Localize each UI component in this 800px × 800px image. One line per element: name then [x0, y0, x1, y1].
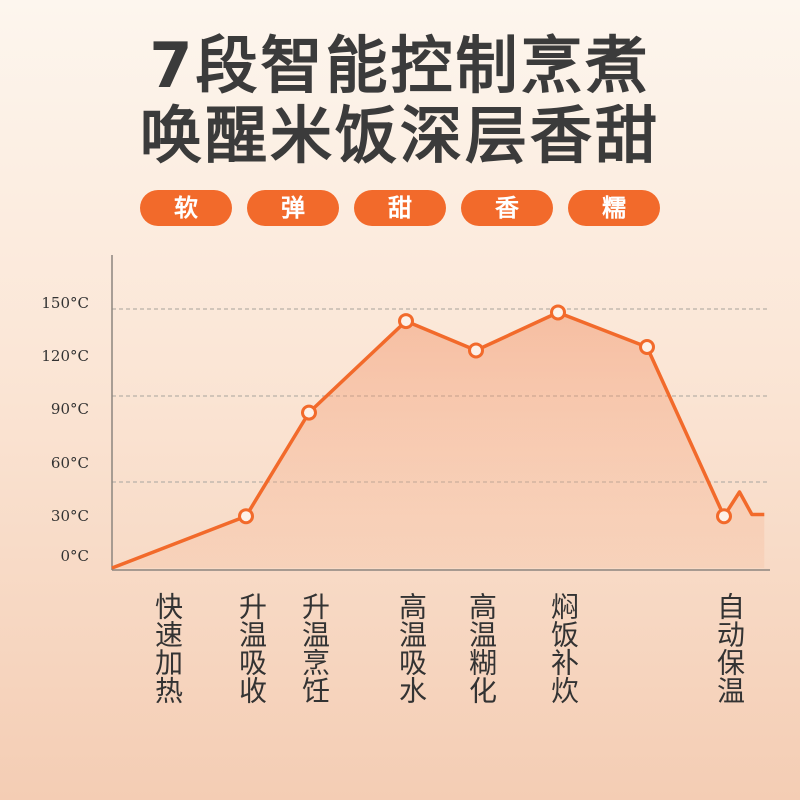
data-point-marker — [550, 304, 566, 321]
area-fill — [112, 312, 765, 568]
y-tick-labels: 0°C 30°C 60°C 90°C 120°C 150°C — [41, 294, 89, 565]
tag-sweet: 甜 — [354, 190, 446, 226]
tag-soft: 软 — [140, 190, 232, 226]
tag-glutinous: 糯 — [568, 190, 660, 226]
tag-fragrant: 香 — [461, 190, 553, 226]
headline-line-2: 唤醒米饭深层香甜 — [139, 99, 660, 172]
feature-tags: 软 弹 甜 香 糯 — [140, 190, 660, 228]
headline-line-1: 7段智能控制烹煮 — [149, 29, 651, 102]
stage-label: 自动保温 — [713, 592, 746, 704]
data-point-marker — [301, 404, 317, 421]
y-tick-label: 150°C — [41, 294, 89, 312]
data-point-marker — [238, 508, 254, 525]
stage-label: 高温吸水 — [395, 592, 428, 704]
data-point-marker — [639, 338, 655, 355]
stage-label: 快速加热 — [151, 592, 184, 704]
stage-label: 升温吸收 — [235, 592, 268, 704]
stage-label: 焖饭补炊 — [547, 592, 580, 704]
data-point-marker — [468, 342, 484, 359]
y-tick-label: 120°C — [41, 347, 89, 365]
y-tick-label: 0°C — [60, 547, 89, 565]
data-point-marker — [716, 508, 732, 525]
y-tick-label: 30°C — [51, 507, 89, 525]
point-markers — [238, 304, 732, 525]
stage-label: 升温烹饪 — [298, 592, 331, 704]
y-tick-label: 90°C — [51, 400, 89, 418]
y-tick-label: 60°C — [51, 454, 89, 472]
data-point-marker — [398, 313, 414, 330]
stage-label: 高温糊化 — [465, 592, 498, 704]
tag-springy: 弹 — [247, 190, 339, 226]
